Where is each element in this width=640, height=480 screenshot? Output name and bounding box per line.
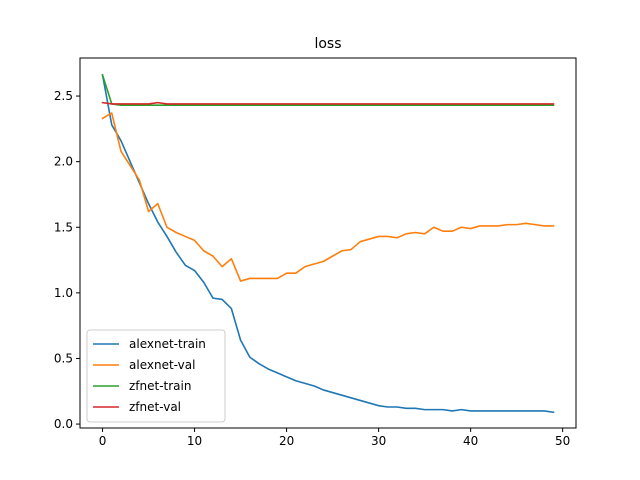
x-tick-label: 10 [187,434,202,448]
series-line-alexnet-train [101,74,555,414]
axis-ticks: 0 10 20 30 40 50 0.0 0.5 1.0 1.5 2.0 2.5 [54,89,570,448]
y-tick-label: 0.0 [54,417,73,431]
y-tick-label: 2.0 [54,155,73,169]
x-tick-label: 30 [371,434,386,448]
legend-box [86,329,226,423]
y-tick-label: 0.5 [54,351,73,365]
y-tick-label: 2.5 [54,89,73,103]
x-tick-label: 20 [279,434,294,448]
y-tick-label: 1.5 [54,220,73,234]
x-tick-label: 0 [99,434,107,448]
legend-label: alexnet-train [129,337,206,351]
x-tick-label: 40 [463,434,478,448]
legend-label: zfnet-val [129,400,181,414]
legend-label: zfnet-train [129,379,191,393]
series-line-alexnet-val [101,112,555,282]
y-tick-label: 1.0 [54,286,73,300]
series-line-zfnet-val [101,101,555,105]
plot-area [101,74,555,414]
x-tick-label: 50 [555,434,570,448]
legend: alexnet-train alexnet-val zfnet-train zfnet… [86,329,226,423]
legend-label: alexnet-val [129,358,195,372]
series-line-zfnet-train [101,74,555,107]
chart-title: loss [314,36,341,52]
axes-frame [79,57,577,429]
